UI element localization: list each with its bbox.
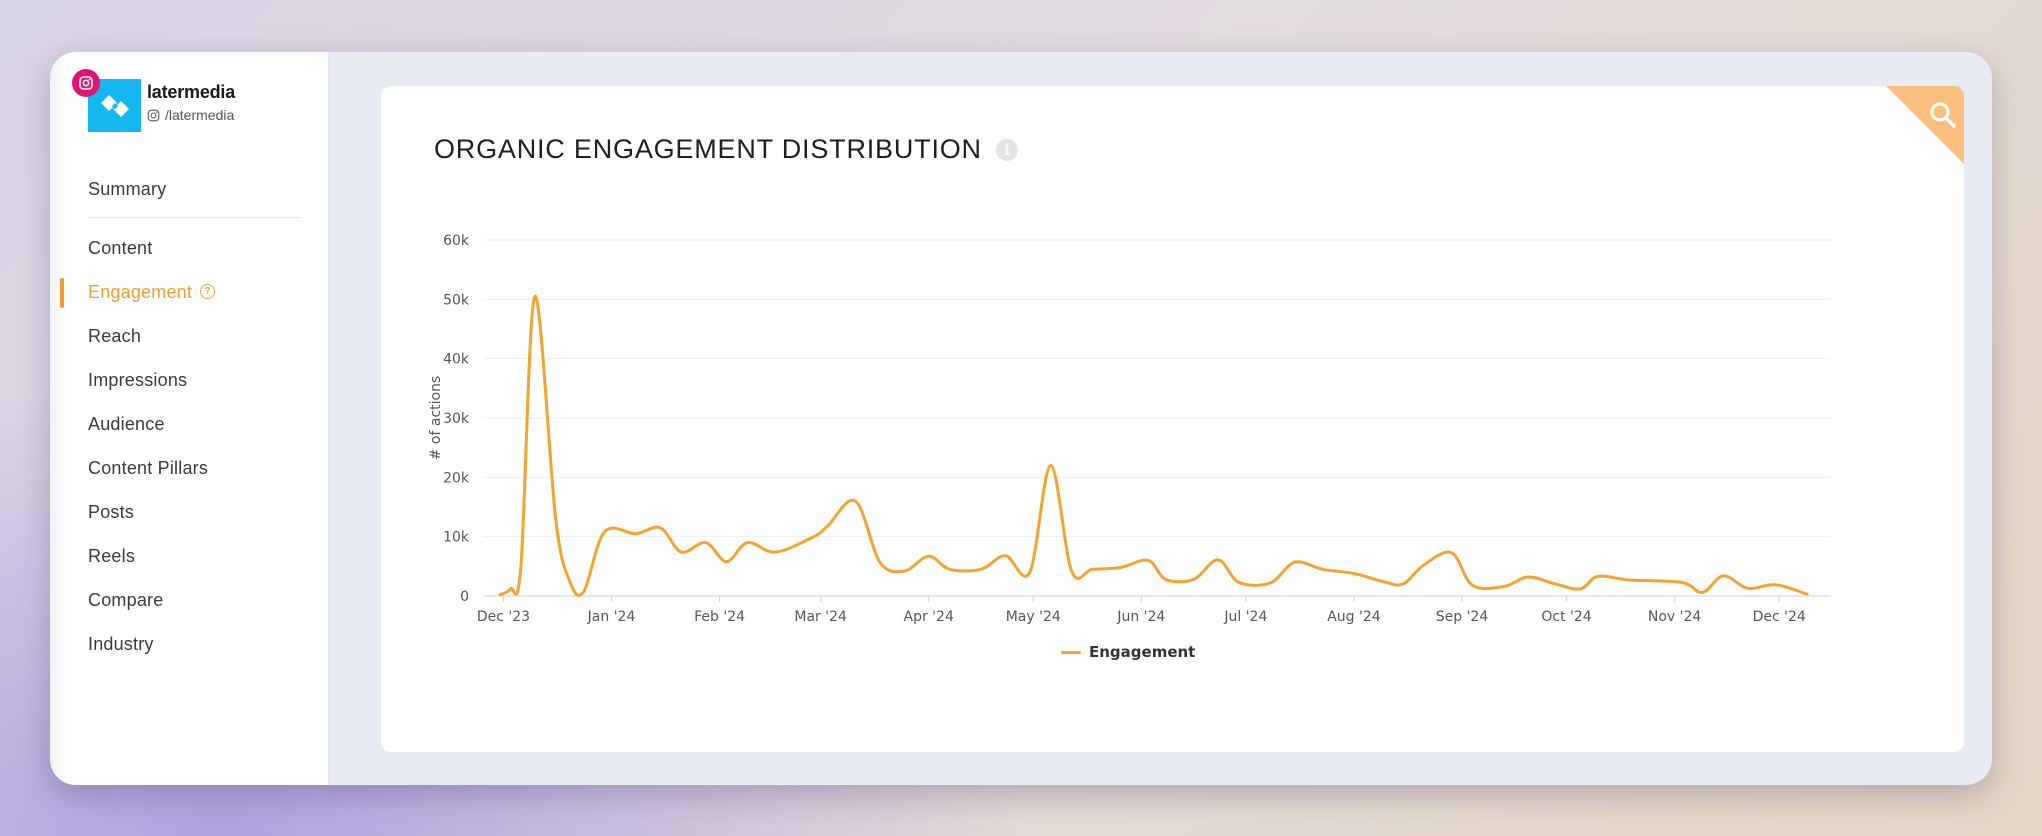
x-tick-label: Feb '24 — [694, 609, 745, 625]
info-icon[interactable]: i — [996, 139, 1018, 161]
sidebar-item-content-pillars[interactable]: Content Pillars — [50, 446, 328, 490]
sidebar-item-content[interactable]: Content — [50, 226, 328, 270]
sidebar-nav: Summary Content Engagement? Reach Impres… — [50, 167, 328, 666]
y-axis-label: # of actions — [428, 376, 444, 461]
instagram-small-icon — [147, 109, 160, 121]
y-tick-label: 30k — [443, 411, 470, 427]
sidebar-item-label: Industry — [88, 634, 154, 654]
page-title: ORGANIC ENGAGEMENT DISTRIBUTION — [434, 134, 982, 164]
x-tick-label: Jan '24 — [587, 609, 636, 625]
sidebar: latermedia /latermedia Summary Content E… — [50, 52, 329, 785]
y-tick-label: 20k — [443, 470, 470, 486]
sidebar-divider — [88, 217, 300, 218]
sidebar-item-reels[interactable]: Reels — [50, 534, 328, 578]
brand-handle: /latermedia — [165, 107, 235, 123]
instagram-icon — [72, 69, 100, 97]
search-icon — [1930, 102, 1956, 128]
series-line-engagement — [498, 294, 1809, 597]
x-tick-label: Dec '24 — [1753, 609, 1806, 625]
sidebar-item-label: Summary — [88, 179, 167, 199]
app-window: latermedia /latermedia Summary Content E… — [50, 52, 1992, 785]
y-tick-label: 0 — [460, 589, 469, 605]
sidebar-item-label: Compare — [88, 590, 164, 610]
sidebar-item-label: Audience — [88, 414, 165, 434]
x-tick-label: Dec '23 — [477, 609, 530, 625]
x-tick-label: Aug '24 — [1327, 609, 1381, 625]
brand-header[interactable]: latermedia /latermedia — [72, 69, 328, 135]
sidebar-item-industry[interactable]: Industry — [50, 622, 328, 666]
legend-label: Engagement — [1089, 643, 1196, 661]
brand-logo — [88, 79, 141, 132]
sidebar-item-posts[interactable]: Posts — [50, 490, 328, 534]
x-tick-label: Apr '24 — [904, 609, 954, 625]
sidebar-item-engagement[interactable]: Engagement? — [50, 270, 328, 314]
sidebar-item-label: Content — [88, 238, 153, 258]
y-tick-label: 40k — [443, 352, 470, 368]
y-tick-label: 10k — [443, 530, 470, 546]
brand-handle-row: /latermedia — [147, 107, 234, 123]
help-icon[interactable]: ? — [200, 283, 216, 299]
x-tick-label: Sep '24 — [1436, 609, 1489, 625]
brand-name: latermedia — [147, 82, 236, 102]
x-tick-label: Mar '24 — [794, 609, 847, 625]
sidebar-item-summary[interactable]: Summary — [50, 167, 328, 211]
chart-legend[interactable]: Engagement — [1061, 643, 1195, 661]
sidebar-item-label: Impressions — [88, 370, 188, 390]
sidebar-item-impressions[interactable]: Impressions — [50, 358, 328, 402]
x-tick-label: May '24 — [1006, 609, 1061, 625]
sidebar-item-label: Content Pillars — [88, 458, 209, 478]
sidebar-item-label: Engagement — [88, 282, 193, 302]
sidebar-item-label: Reels — [88, 546, 136, 566]
legend-swatch — [1061, 650, 1081, 654]
sidebar-item-label: Posts — [88, 502, 135, 522]
x-tick-label: Jun '24 — [1116, 609, 1165, 625]
engagement-card: ORGANIC ENGAGEMENT DISTRIBUTION i 0 10k 20… — [381, 86, 1964, 752]
sidebar-item-compare[interactable]: Compare — [50, 578, 328, 622]
x-tick-label: Oct '24 — [1541, 609, 1591, 625]
y-tick-label: 50k — [443, 292, 470, 308]
sidebar-item-label: Reach — [88, 326, 142, 346]
sidebar-item-audience[interactable]: Audience — [50, 402, 328, 446]
sidebar-item-reach[interactable]: Reach — [50, 314, 328, 358]
x-tick-label: Nov '24 — [1648, 609, 1702, 625]
x-tick-label: Jul '24 — [1223, 609, 1267, 625]
y-tick-label: 60k — [443, 233, 470, 249]
engagement-line-chart: 0 10k 20k 30k 40k 50k 60k Dec '23 Jan '24 Feb '24… — [428, 233, 1831, 625]
